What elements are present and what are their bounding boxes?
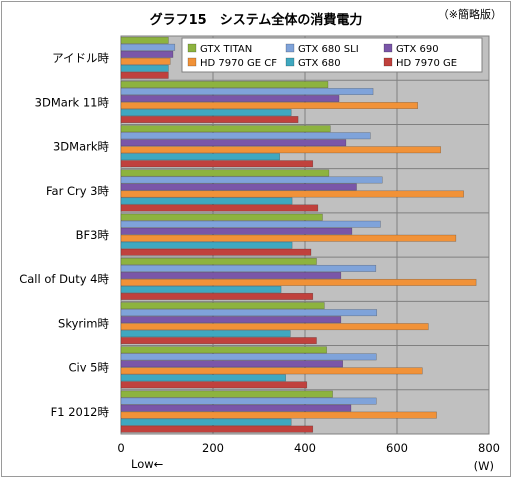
bar [120,183,357,191]
bar [120,81,329,88]
bar [120,197,293,205]
unit-label: (W) [474,459,494,473]
bar [120,220,381,228]
bar [120,153,280,161]
bar [120,353,377,361]
bar [120,132,371,140]
bar [120,102,418,109]
x-tick-label: 400 [294,441,316,455]
category-label: Civ 5時 [68,361,109,375]
bar [120,109,292,116]
legend: GTX TITAN GTX 680 SLI GTX 690 HD 7970 GE CF… [181,37,483,73]
bar [120,95,340,102]
category-label: Call of Duty 4時 [19,272,109,286]
chart-title: グラフ15 システム全体の消費電力 [150,12,363,28]
legend-label: GTX TITAN [200,44,252,55]
bar [120,330,291,338]
bar [120,204,319,212]
bar [120,323,429,331]
bar [120,316,342,324]
bar [120,50,174,58]
category-label: Far Cry 3時 [46,184,110,198]
x-tick-labels: 0 200 400 600 800 [117,441,500,455]
bars [120,36,477,433]
bar [120,337,317,345]
bar [120,346,327,354]
legend-label: HD 7970 GE [396,58,457,69]
legend-swatch [383,43,393,53]
chart-note: （※簡略版） [438,7,502,21]
legend-items: GTX TITAN GTX 680 SLI GTX 690 HD 7970 GE CF… [187,43,457,69]
bar [120,309,378,317]
bar [120,390,333,398]
bar [120,88,374,95]
category-label: F1 2012時 [51,405,110,419]
bar [120,257,317,265]
bar [120,302,325,310]
bar [120,213,323,221]
legend-label: HD 7970 GE CF [200,58,277,69]
legend-box [181,37,483,73]
legend-swatch [285,57,295,67]
bar [120,248,312,256]
bar [120,176,383,184]
bar [120,241,293,249]
bar [120,411,437,419]
category-label: 3DMark時 [53,140,110,154]
bar [120,360,343,368]
bar [120,116,299,123]
x-tick-label: 0 [117,441,124,455]
bar [120,397,377,405]
bar [120,169,330,177]
category-label: アイドル時 [52,51,109,65]
bar [120,271,342,279]
bar [120,36,169,44]
legend-label: GTX 680 [298,58,341,69]
category-label: 3DMark 11時 [35,95,110,109]
legend-swatch [187,57,197,67]
bar [120,234,457,242]
bar [120,190,464,198]
bar [120,43,176,51]
category-label: BF3時 [76,228,110,242]
bar [120,139,347,147]
bar [120,64,169,72]
category-label: Skyrim時 [58,316,109,330]
legend-label: GTX 680 SLI [298,44,359,55]
x-tick-label: 600 [386,441,408,455]
low-direction-label: Low← [131,457,163,471]
bar [120,374,286,382]
bar [120,381,308,389]
bar [120,367,423,375]
bar [120,57,171,65]
bar [120,404,352,412]
bar [120,292,314,300]
bar [120,418,292,426]
bar [120,425,314,433]
bar [120,146,441,154]
bar [120,285,282,293]
bar [120,125,331,133]
bar [120,264,377,272]
legend-swatch [285,43,295,53]
bar [120,71,169,79]
category-labels: アイドル時 3DMark 11時 3DMark時 Far Cry 3時 BF3時 Call… [19,51,109,419]
bar [120,160,314,168]
bar [120,227,353,235]
x-tick-label: 200 [202,441,224,455]
legend-swatch [187,43,197,53]
bar [120,278,477,286]
x-tick-label: 800 [478,441,500,455]
legend-label: GTX 690 [396,44,439,55]
legend-swatch [383,57,393,67]
